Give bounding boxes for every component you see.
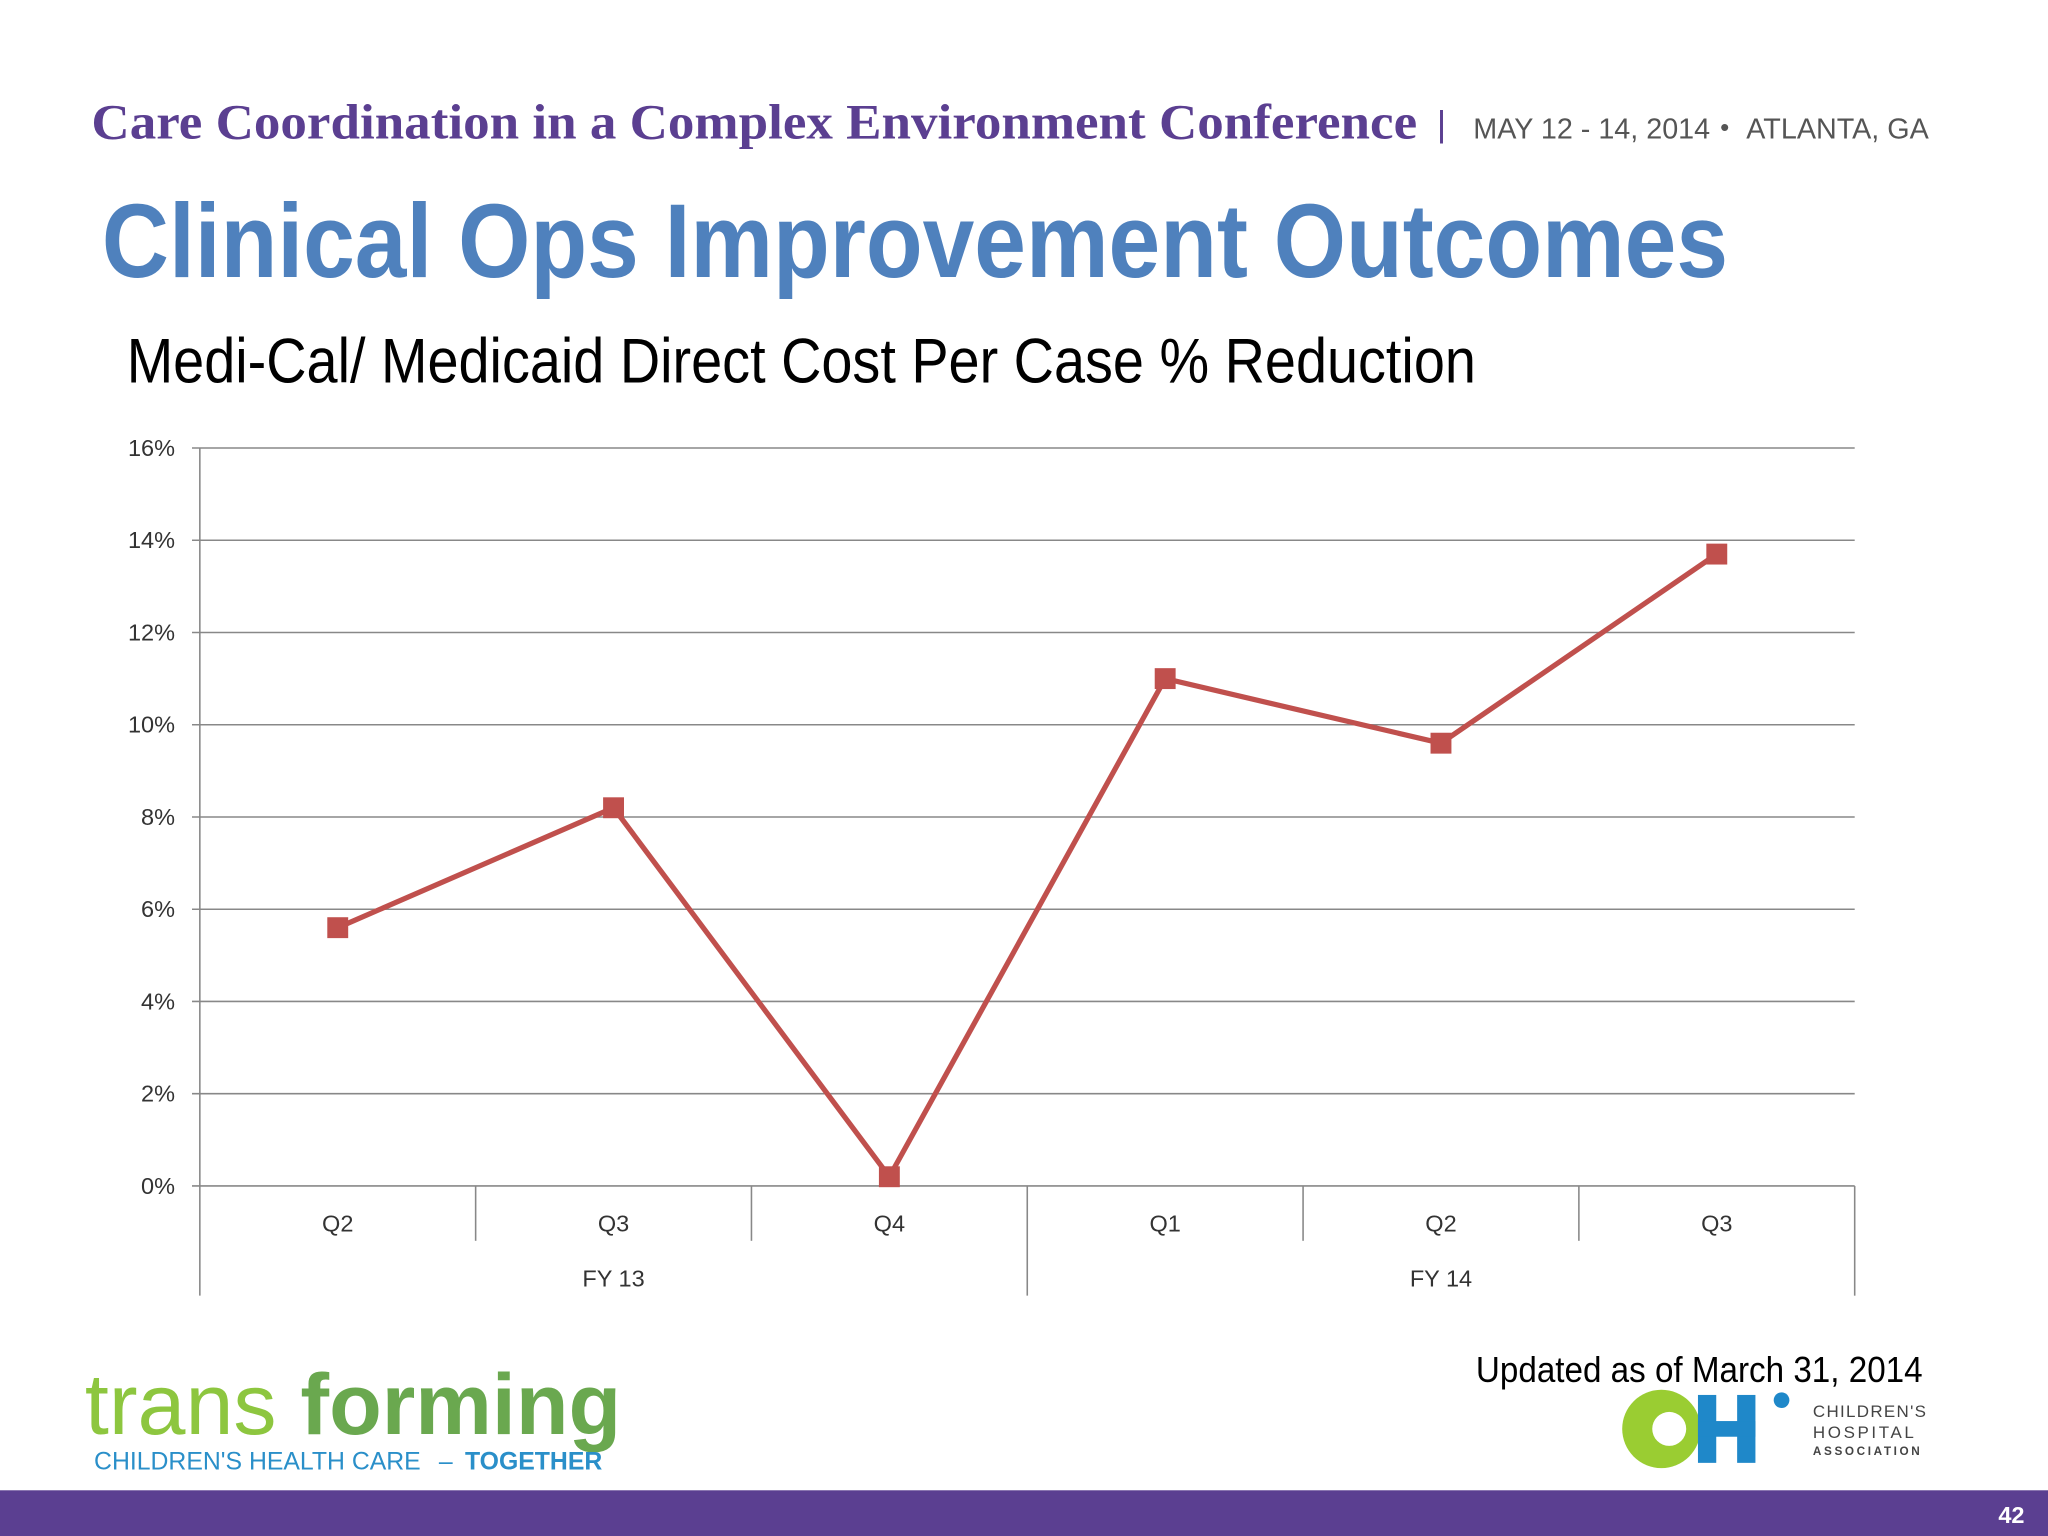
data-point — [1706, 543, 1728, 565]
page-number: 42 — [1998, 1502, 2024, 1528]
footer-bar — [0, 1490, 2048, 1536]
x-tick-label: Q2 — [1425, 1211, 1456, 1237]
slide-title: Clinical Ops Improvement Outcomes — [102, 183, 1728, 300]
x-tick-label: Q4 — [874, 1211, 905, 1237]
logo-c-inner — [1652, 1411, 1687, 1446]
y-tick-label: 2% — [141, 1081, 175, 1107]
header-bullet: • — [1720, 112, 1729, 142]
tagline-bold: TOGETHER — [465, 1448, 602, 1475]
conference-location: ATLANTA, GA — [1746, 113, 1929, 145]
header-separator: | — [1437, 103, 1447, 144]
conference-dates: MAY 12 - 14, 2014 — [1473, 113, 1710, 145]
plot-area: 0% 2% 4% 6% 8% 10% 12% 14% 16% Q2 Q3 Q4 Q1 Q2 Q3 FY 13 F… — [128, 435, 1856, 1296]
tagline: CHILDREN'S HEALTH CARE — [94, 1448, 421, 1475]
data-point — [1430, 732, 1452, 754]
x-tick-label: Q3 — [598, 1211, 629, 1237]
logo-line: ASSOCIATION — [1813, 1445, 1922, 1458]
updated-note: Updated as of March 31, 2014 — [1476, 1349, 1923, 1390]
y-tick-label: 12% — [128, 619, 175, 645]
group-label: FY 14 — [1410, 1266, 1472, 1292]
y-tick-label: 0% — [141, 1173, 175, 1199]
group-label: FY 13 — [582, 1266, 644, 1292]
logo-line: HOSPITAL — [1813, 1423, 1917, 1442]
x-tick-label: Q2 — [322, 1211, 353, 1237]
data-line — [336, 551, 1719, 1182]
y-tick-label: 8% — [141, 804, 175, 830]
data-point — [878, 1166, 900, 1188]
logo-h-bar — [1697, 1421, 1756, 1437]
tagline-dash: – — [439, 1448, 453, 1475]
chart-title: Medi-Cal/ Medicaid Direct Cost Per Case … — [127, 327, 1476, 397]
data-point — [327, 917, 349, 939]
brand-bold: forming — [300, 1357, 621, 1453]
y-tick-label: 10% — [128, 712, 175, 738]
brand-light: trans — [85, 1357, 277, 1453]
y-tick-label: 6% — [141, 896, 175, 922]
y-tick-label: 16% — [128, 435, 175, 461]
x-tick-label: Q3 — [1701, 1211, 1732, 1237]
conference-name: Care Coordination in a Complex Environme… — [91, 94, 1417, 149]
logo-line: CHILDREN'S — [1813, 1402, 1927, 1421]
cha-logo-mark — [1622, 1389, 1790, 1469]
x-tick-label: Q1 — [1149, 1211, 1180, 1237]
logo-figure — [1773, 1392, 1790, 1408]
y-tick-label: 14% — [128, 527, 175, 553]
data-point — [1154, 668, 1176, 690]
y-tick-label: 4% — [141, 988, 175, 1014]
data-point — [603, 797, 624, 819]
